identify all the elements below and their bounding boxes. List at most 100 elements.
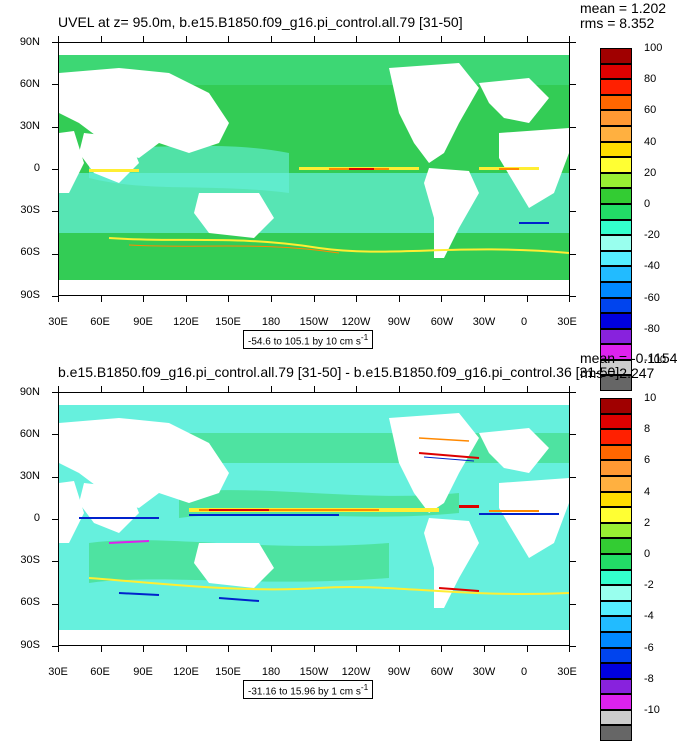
mean-stat: mean = 1.202 <box>580 0 667 16</box>
lon-label: 60E <box>90 666 110 678</box>
axis-tick <box>570 645 576 647</box>
axis-tick <box>526 296 528 302</box>
axis-tick <box>570 42 576 43</box>
axis-tick <box>441 296 443 302</box>
axis-tick <box>441 386 443 392</box>
axis-tick <box>313 36 315 42</box>
colorbar-swatch <box>600 694 632 710</box>
axis-tick <box>52 392 58 393</box>
colorbar-swatch <box>600 94 632 111</box>
colorbar-swatch <box>600 663 632 679</box>
colorbar-swatch <box>600 79 632 95</box>
axis-tick <box>570 168 576 170</box>
panel-title: UVEL at z= 95.0m, b.e15.B1850.f09_g16.pi… <box>58 14 463 30</box>
axis-tick <box>313 646 315 652</box>
axis-tick <box>570 518 576 520</box>
axis-tick <box>271 386 272 392</box>
axis-tick <box>185 646 187 652</box>
lat-label: 90S <box>20 289 40 301</box>
colorbar-label: -8 <box>644 672 654 685</box>
axis-tick <box>52 211 58 213</box>
colorbar: 100 80 60 40 20 0 -20 -40 -60 -80 -100 <box>600 42 666 392</box>
lat-label: 90N <box>19 36 40 48</box>
axis-tick <box>570 126 576 128</box>
colorbar-swatch <box>600 157 632 173</box>
colorbar-swatch <box>600 281 632 298</box>
lon-label: 120W <box>341 666 371 678</box>
axis-tick <box>52 476 58 478</box>
lon-label: 90W <box>387 666 411 678</box>
colorbar-swatch <box>600 538 632 554</box>
colorbar-label: 100 <box>644 42 663 54</box>
axis-tick <box>570 295 576 297</box>
axis-tick <box>526 386 528 392</box>
colorbar-swatch <box>600 553 632 570</box>
colorbar-swatch <box>600 569 632 586</box>
axis-tick <box>52 42 58 43</box>
axis-tick <box>228 296 230 302</box>
axis-tick <box>569 386 570 392</box>
colorbar-swatch <box>600 219 632 236</box>
axis-tick <box>398 296 400 302</box>
colorbar-label: 10 <box>644 392 657 404</box>
colorbar-label: -4 <box>644 610 654 623</box>
lat-label: 60N <box>19 428 40 440</box>
axis-tick <box>313 386 315 392</box>
lon-label: 30E <box>557 666 577 678</box>
axis-tick <box>52 645 58 647</box>
axis-tick <box>356 386 358 392</box>
colorbar-label: 0 <box>644 198 651 210</box>
axis-tick <box>441 36 443 42</box>
axis-tick <box>271 36 272 42</box>
panel-title: b.e15.B1850.f09_g16.pi_control.all.79 [3… <box>58 364 620 380</box>
axis-tick <box>570 434 576 436</box>
colorbar-swatch <box>600 585 632 601</box>
lat-label: 90S <box>20 639 40 651</box>
colorbar-swatch <box>600 678 632 695</box>
colorbar-swatch <box>600 110 632 126</box>
lon-label: 150W <box>299 666 329 678</box>
rms-stat: rms = 2.247 <box>580 365 655 381</box>
colorbar-label: 0 <box>644 548 651 560</box>
lon-label: 120W <box>341 316 371 328</box>
colorbar-swatch <box>600 429 632 445</box>
colorbar-swatch <box>600 375 632 392</box>
colorbar-swatch <box>600 125 632 142</box>
axis-tick <box>526 36 528 42</box>
axis-tick <box>52 518 58 520</box>
lat-label: 90N <box>19 386 40 398</box>
colorbar-swatch <box>600 328 632 345</box>
colorbar-swatch <box>600 631 632 648</box>
lon-label: 150E <box>215 316 241 328</box>
colorbar-label: -60 <box>644 291 660 304</box>
lon-label: 120E <box>173 316 199 328</box>
axis-tick <box>484 386 485 392</box>
colorbar-swatch <box>600 398 632 414</box>
axis-tick <box>569 296 570 302</box>
axis-tick <box>570 476 576 478</box>
axis-tick <box>228 36 230 42</box>
colorbar-swatch <box>600 313 632 329</box>
axis-tick <box>570 392 576 393</box>
axis-tick <box>398 646 400 652</box>
lon-label: 30E <box>48 666 68 678</box>
velocity-map <box>59 43 569 295</box>
axis-tick <box>484 36 485 42</box>
colorbar-label: 60 <box>644 104 657 117</box>
lon-label: 60W <box>430 666 454 678</box>
axis-tick <box>570 253 576 255</box>
axis-tick <box>228 386 230 392</box>
colorbar-label: -80 <box>644 322 660 335</box>
lon-label: 180 <box>261 666 281 678</box>
axis-tick <box>313 296 315 302</box>
axis-tick <box>484 296 485 302</box>
colorbar-swatch <box>600 522 632 539</box>
lon-label: 30W <box>472 316 496 328</box>
colorbar-label: 6 <box>644 454 651 467</box>
colorbar-label: 20 <box>644 166 657 179</box>
lon-label: 0 <box>520 666 528 678</box>
colorbar-swatch <box>600 600 632 617</box>
colorbar-swatch <box>600 188 632 204</box>
colorbar-label: -10 <box>644 704 660 716</box>
lat-label: 30N <box>19 470 40 482</box>
